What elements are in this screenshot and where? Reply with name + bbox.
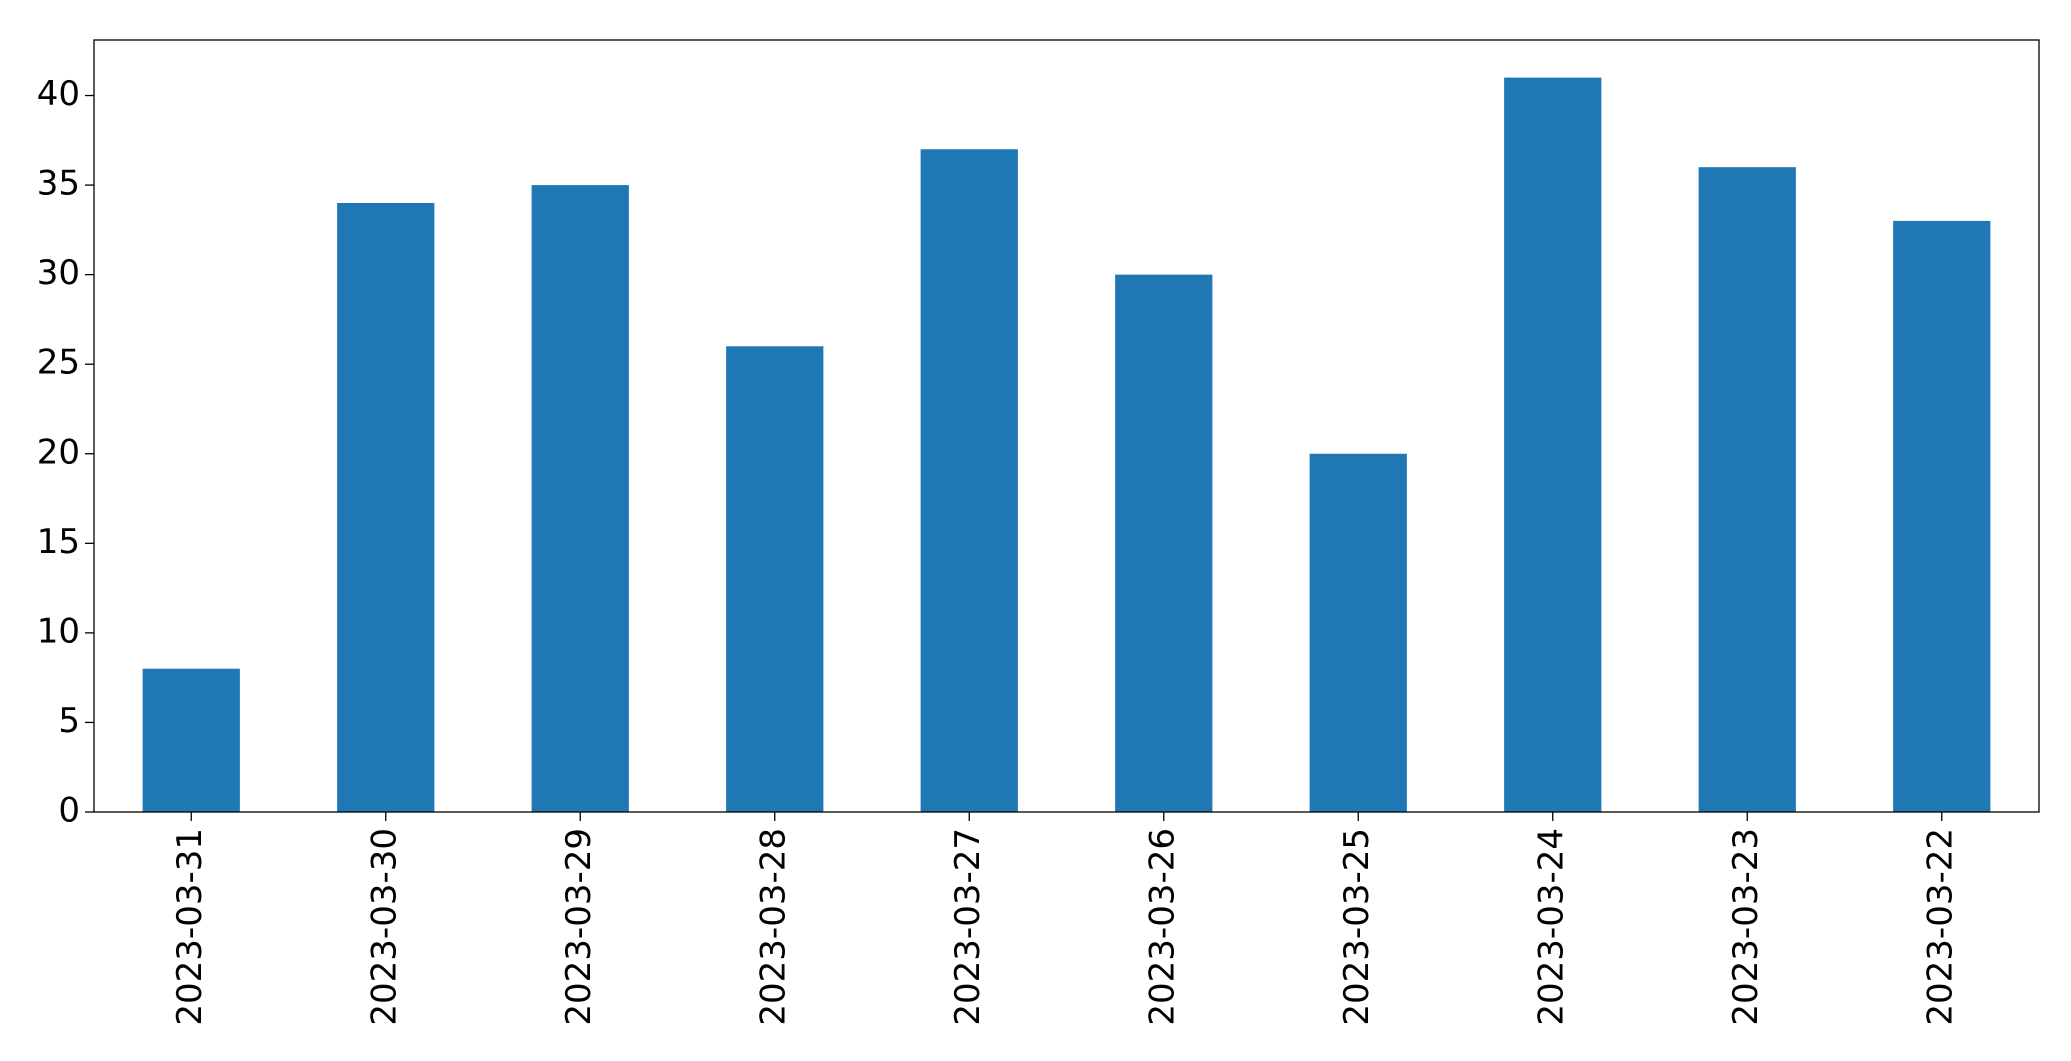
x-tick-label: 2023-03-22 [1920,828,1960,1026]
x-tick-label: 2023-03-29 [559,828,599,1026]
x-tick-label: 2023-03-27 [948,828,988,1026]
bar [1893,220,1991,812]
x-tick-label: 2023-03-24 [1531,828,1571,1026]
x-tick-label: 2023-03-31 [170,828,210,1026]
bar [1698,167,1796,812]
y-tick-label: 40 [37,74,80,114]
x-tick-label: 2023-03-25 [1337,828,1377,1026]
y-tick-label: 25 [37,343,80,383]
y-tick-label: 0 [58,791,80,831]
x-tick-label: 2023-03-23 [1726,828,1766,1026]
y-tick-label: 20 [37,432,80,472]
bar [1115,274,1213,812]
bar [531,185,629,813]
y-tick-label: 10 [37,611,80,651]
bar [1504,77,1602,812]
y-tick-label: 30 [37,253,80,293]
x-tick-label: 2023-03-28 [753,828,793,1026]
plot-frame [93,39,2040,813]
bar [1309,453,1407,812]
bar [726,346,824,812]
x-tick-label: 2023-03-30 [364,828,404,1026]
y-tick-label: 5 [58,701,80,741]
bar [142,668,240,812]
y-tick-label: 35 [37,164,80,204]
bar [337,202,435,812]
y-tick-label: 15 [37,522,80,562]
bar [920,149,1018,812]
x-tick-label: 2023-03-26 [1142,828,1182,1026]
